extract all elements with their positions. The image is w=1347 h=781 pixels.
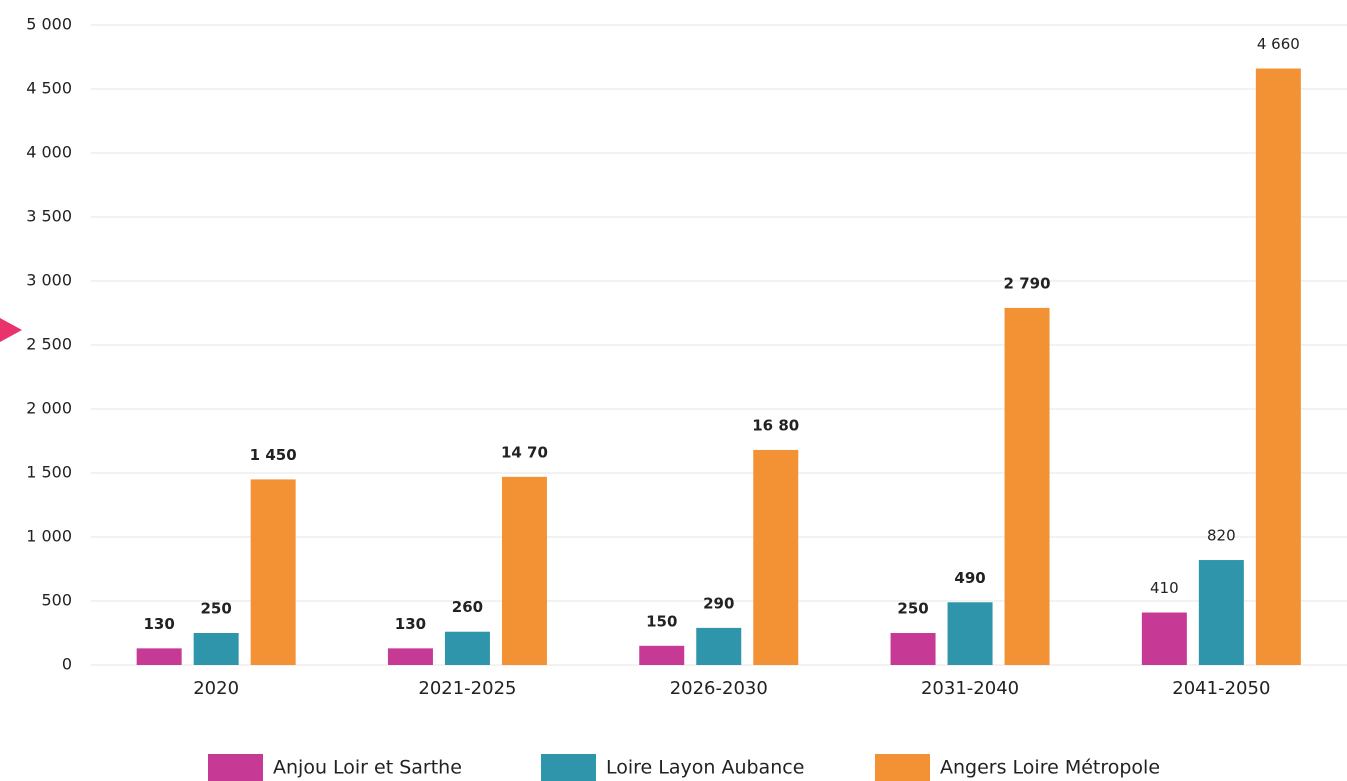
bar: [387, 648, 433, 665]
value-label: 2 790: [1004, 274, 1051, 292]
bar: [696, 627, 742, 665]
bar: [1255, 68, 1301, 665]
value-label: 14 70: [501, 443, 548, 461]
y-tick-label: 3 500: [26, 207, 72, 226]
bar: [136, 648, 182, 665]
legend-swatch: [541, 754, 596, 781]
value-label: 4 660: [1257, 35, 1300, 53]
bar: [444, 631, 490, 665]
bar: [947, 602, 993, 665]
bar: [890, 633, 936, 665]
y-tick-label: 1 500: [26, 463, 72, 482]
value-label: 150: [646, 612, 677, 630]
bar: [250, 479, 296, 665]
x-tick-label: 2031-2040: [921, 678, 1019, 699]
bar: [193, 633, 239, 665]
y-tick-label: 1 000: [26, 527, 72, 546]
x-tick-label: 2026-2030: [670, 678, 768, 699]
value-label: 820: [1207, 527, 1236, 545]
value-label: 250: [897, 600, 928, 618]
y-tick-label: 5 000: [26, 15, 72, 34]
bar: [1198, 560, 1244, 665]
value-label: 16 80: [752, 416, 799, 434]
bar: [639, 645, 685, 665]
x-tick-label: 2041-2050: [1172, 678, 1270, 699]
bar: [753, 449, 799, 665]
y-tick-label: 0: [62, 655, 72, 674]
bar: [1004, 307, 1050, 665]
value-label: 290: [703, 594, 734, 612]
value-label: 260: [452, 598, 483, 616]
legend-label: Angers Loire Métropole: [940, 757, 1160, 779]
value-label: 410: [1150, 579, 1179, 597]
legend-label: Loire Layon Aubance: [606, 757, 804, 779]
value-label: 130: [143, 615, 174, 633]
bar: [1141, 612, 1187, 665]
value-label: 250: [200, 600, 231, 618]
y-tick-label: 500: [41, 591, 72, 610]
legend-swatch: [208, 754, 263, 781]
y-tick-label: 2 500: [26, 335, 72, 354]
value-label: 130: [395, 615, 426, 633]
bar: [501, 476, 547, 665]
value-label: 490: [954, 569, 985, 587]
value-label: 1 450: [250, 446, 297, 464]
y-tick-label: 4 500: [26, 79, 72, 98]
y-tick-label: 2 000: [26, 399, 72, 418]
legend-label: Anjou Loir et Sarthe: [273, 757, 462, 779]
pointer-arrow: [0, 318, 22, 342]
legend-swatch: [875, 754, 930, 781]
x-tick-label: 2020: [193, 678, 239, 699]
x-tick-label: 2021-2025: [418, 678, 516, 699]
y-tick-label: 3 000: [26, 271, 72, 290]
y-tick-label: 4 000: [26, 143, 72, 162]
